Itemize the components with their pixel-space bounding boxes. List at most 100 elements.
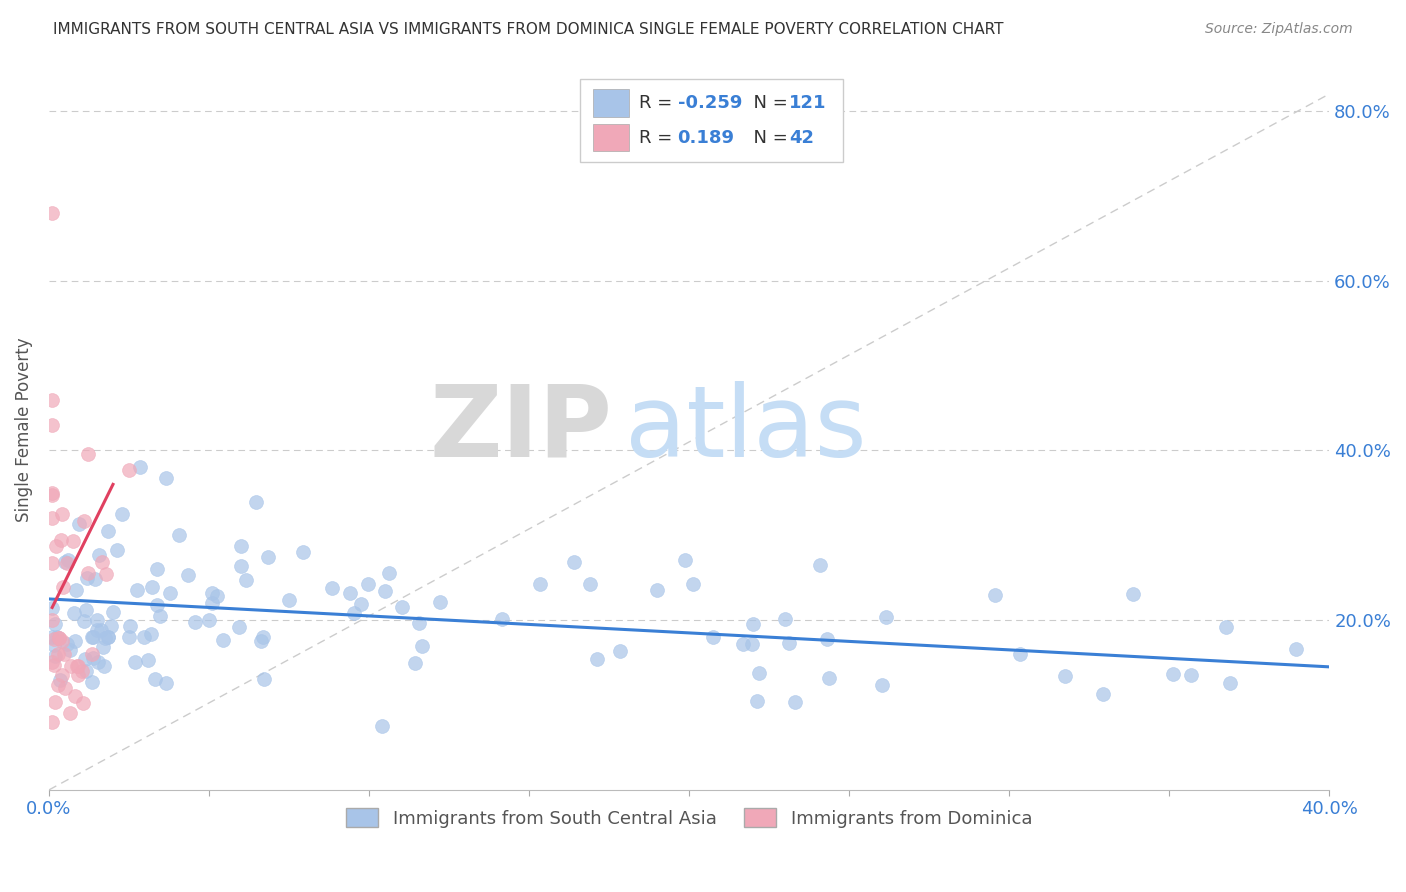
Point xyxy=(321,581,343,595)
Point xyxy=(65,658,87,673)
Point xyxy=(94,566,117,581)
Point xyxy=(778,636,800,650)
Text: N =: N = xyxy=(741,128,793,147)
Point xyxy=(377,566,399,580)
Point xyxy=(84,572,107,586)
Point xyxy=(984,588,1007,602)
Point xyxy=(808,558,831,572)
Point xyxy=(48,631,70,645)
Point xyxy=(228,620,250,634)
Point xyxy=(51,507,73,521)
Point xyxy=(76,571,98,585)
Point xyxy=(1285,641,1308,656)
Point xyxy=(818,672,841,686)
Text: Source: ZipAtlas.com: Source: ZipAtlas.com xyxy=(1205,22,1353,37)
Point xyxy=(1092,687,1115,701)
Point xyxy=(579,577,602,591)
Point xyxy=(44,617,66,632)
Point xyxy=(1054,669,1077,683)
Point xyxy=(82,630,104,644)
Point xyxy=(44,638,66,652)
Point xyxy=(201,586,224,600)
Point xyxy=(77,447,100,461)
Point xyxy=(91,640,114,654)
Point xyxy=(41,417,63,432)
Point xyxy=(1161,666,1184,681)
Point xyxy=(682,577,704,591)
Point xyxy=(49,533,72,548)
Point xyxy=(742,616,765,631)
Point xyxy=(44,695,66,709)
Point xyxy=(291,545,314,559)
Point xyxy=(86,613,108,627)
Text: atlas: atlas xyxy=(626,381,866,478)
Point xyxy=(97,630,120,644)
Text: -0.259: -0.259 xyxy=(678,95,742,112)
Point xyxy=(75,652,97,666)
Point xyxy=(42,632,65,647)
Point xyxy=(51,668,73,682)
Point xyxy=(51,633,73,648)
Point xyxy=(41,392,63,407)
Point xyxy=(59,706,82,720)
Point xyxy=(53,681,76,695)
Point xyxy=(198,614,221,628)
Point xyxy=(118,630,141,644)
Point xyxy=(408,615,430,630)
Point xyxy=(212,633,235,648)
Point xyxy=(141,580,163,594)
Point xyxy=(45,540,67,554)
Point xyxy=(875,610,897,624)
Point xyxy=(783,695,806,709)
Point xyxy=(245,495,267,509)
Point xyxy=(93,658,115,673)
Point xyxy=(100,619,122,633)
Point xyxy=(63,634,86,648)
Text: 42: 42 xyxy=(789,128,814,147)
Point xyxy=(1219,676,1241,690)
Point xyxy=(741,638,763,652)
Point xyxy=(89,549,111,563)
Point xyxy=(46,677,69,691)
Point xyxy=(1180,667,1202,681)
Point xyxy=(118,619,141,633)
Point xyxy=(1122,587,1144,601)
Point xyxy=(586,652,609,666)
Point xyxy=(65,583,87,598)
Point xyxy=(70,665,93,679)
Point xyxy=(205,589,228,603)
Point xyxy=(339,586,361,600)
Text: ZIP: ZIP xyxy=(429,381,612,478)
Point xyxy=(48,631,70,645)
Point xyxy=(253,672,276,686)
Point xyxy=(41,486,63,500)
Point xyxy=(169,528,191,542)
Point xyxy=(44,657,66,672)
FancyBboxPatch shape xyxy=(581,79,842,162)
Bar xyxy=(593,89,628,117)
Point xyxy=(343,607,366,621)
Bar xyxy=(593,124,628,152)
Point xyxy=(250,634,273,648)
Point xyxy=(97,524,120,538)
Point xyxy=(41,613,63,627)
Point xyxy=(52,580,75,594)
Point xyxy=(105,542,128,557)
Point xyxy=(56,556,79,570)
Point xyxy=(80,674,103,689)
Point xyxy=(731,637,754,651)
Point xyxy=(609,644,631,658)
Point xyxy=(134,630,156,644)
Point xyxy=(1008,648,1031,662)
Point xyxy=(155,471,177,485)
Point xyxy=(59,642,82,657)
Point xyxy=(673,552,696,566)
Point xyxy=(63,689,86,703)
Point xyxy=(60,659,83,673)
Point xyxy=(80,630,103,644)
Point xyxy=(252,630,274,644)
Point xyxy=(41,206,63,220)
Point xyxy=(72,515,94,529)
Point xyxy=(62,534,84,549)
Point xyxy=(870,678,893,692)
